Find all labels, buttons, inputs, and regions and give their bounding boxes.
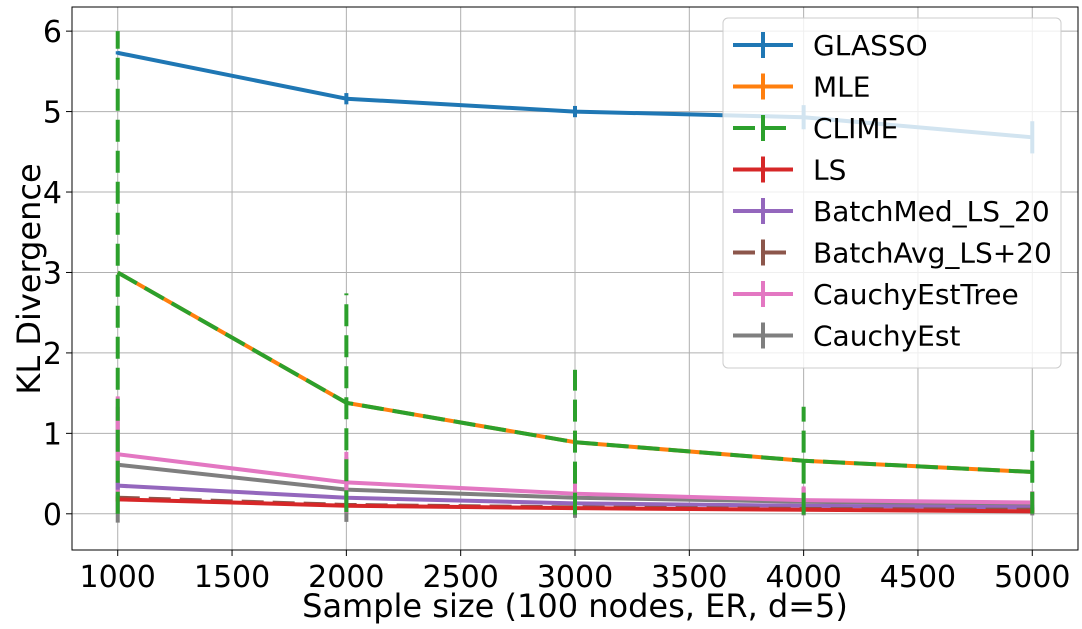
series-layer — [115, 31, 1035, 523]
legend-label: CauchyEstTree — [813, 278, 1019, 311]
legend-item: BatchMed_LS_20 — [733, 195, 1050, 228]
y-tick-label: 5 — [43, 96, 62, 131]
x-axis-label: Sample size (100 nodes, ER, d=5) — [302, 587, 848, 625]
legend-item: CauchyEstTree — [733, 278, 1019, 311]
x-axis-ticks: 1000 1500 2000 2500 3000 3500 4000 4500 5000 — [80, 550, 1070, 595]
legend-item: BatchAvg_LS+20 — [733, 237, 1052, 270]
x-tick-label: 3500 — [651, 560, 727, 595]
x-tick-label: 1000 — [80, 560, 156, 595]
y-axis-ticks: 0 1 2 3 4 5 6 — [43, 15, 72, 533]
x-tick-label: 4000 — [765, 560, 841, 595]
x-tick-label: 2000 — [308, 560, 384, 595]
legend: GLASSO MLE CLIME LS BatchMed_LS_20 BatchAvg_L… — [722, 17, 1062, 369]
series-line — [116, 270, 1033, 474]
y-tick-label: 3 — [43, 256, 62, 291]
y-tick-label: 2 — [43, 337, 62, 372]
legend-label: LS — [813, 154, 846, 187]
legend-item: CauchyEst — [733, 320, 960, 353]
legend-item: CLIME — [733, 112, 898, 145]
legend-item: GLASSO — [733, 29, 928, 62]
legend-item: LS — [733, 154, 846, 187]
legend-label: CLIME — [813, 112, 898, 145]
x-tick-label: 3000 — [537, 560, 613, 595]
y-tick-label: 4 — [43, 176, 62, 211]
x-tick-label: 4500 — [880, 560, 956, 595]
legend-label: MLE — [813, 71, 870, 104]
legend-item: MLE — [733, 71, 870, 104]
x-tick-label: 2500 — [423, 560, 499, 595]
x-tick-label: 5000 — [994, 560, 1070, 595]
series-clime — [115, 31, 1035, 515]
x-tick-label: 1500 — [194, 560, 270, 595]
legend-box — [722, 17, 1062, 369]
y-axis-label: KL Divergence — [10, 163, 48, 394]
y-tick-label: 6 — [43, 15, 62, 50]
legend-label: BatchMed_LS_20 — [813, 195, 1050, 228]
legend-label: CauchyEst — [813, 320, 960, 353]
legend-label: GLASSO — [813, 29, 928, 62]
y-tick-label: 0 — [43, 498, 62, 533]
y-tick-label: 1 — [43, 417, 62, 452]
legend-label: BatchAvg_LS+20 — [813, 237, 1052, 270]
